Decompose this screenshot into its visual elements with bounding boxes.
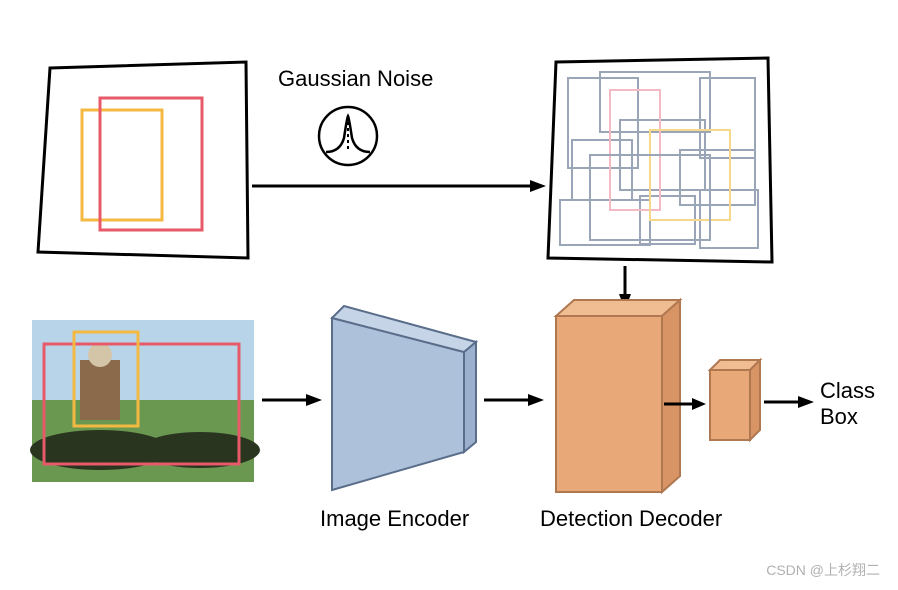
image-encoder-label: Image Encoder (320, 506, 469, 532)
detection-decoder-label: Detection Decoder (540, 506, 722, 532)
detection-decoder-small (710, 360, 760, 440)
detection-decoder-large (556, 300, 680, 492)
diagram-canvas (0, 0, 898, 590)
box-output-label: Box (820, 404, 858, 430)
output-arrow (764, 396, 814, 408)
image-encoder-block (332, 306, 476, 490)
encoder-to-decoder-arrow (484, 394, 544, 406)
class-output-label: Class (820, 378, 875, 404)
input-image (30, 320, 260, 482)
gaussian-noise-icon (319, 107, 377, 165)
gaussian-noise-label: Gaussian Noise (278, 66, 433, 92)
ground-truth-panel (38, 62, 248, 258)
noise-arrow (252, 180, 546, 192)
image-to-encoder-arrow (262, 394, 322, 406)
watermark-text: CSDN @上杉翔二 (766, 560, 880, 580)
noisy-boxes-panel (548, 58, 772, 262)
